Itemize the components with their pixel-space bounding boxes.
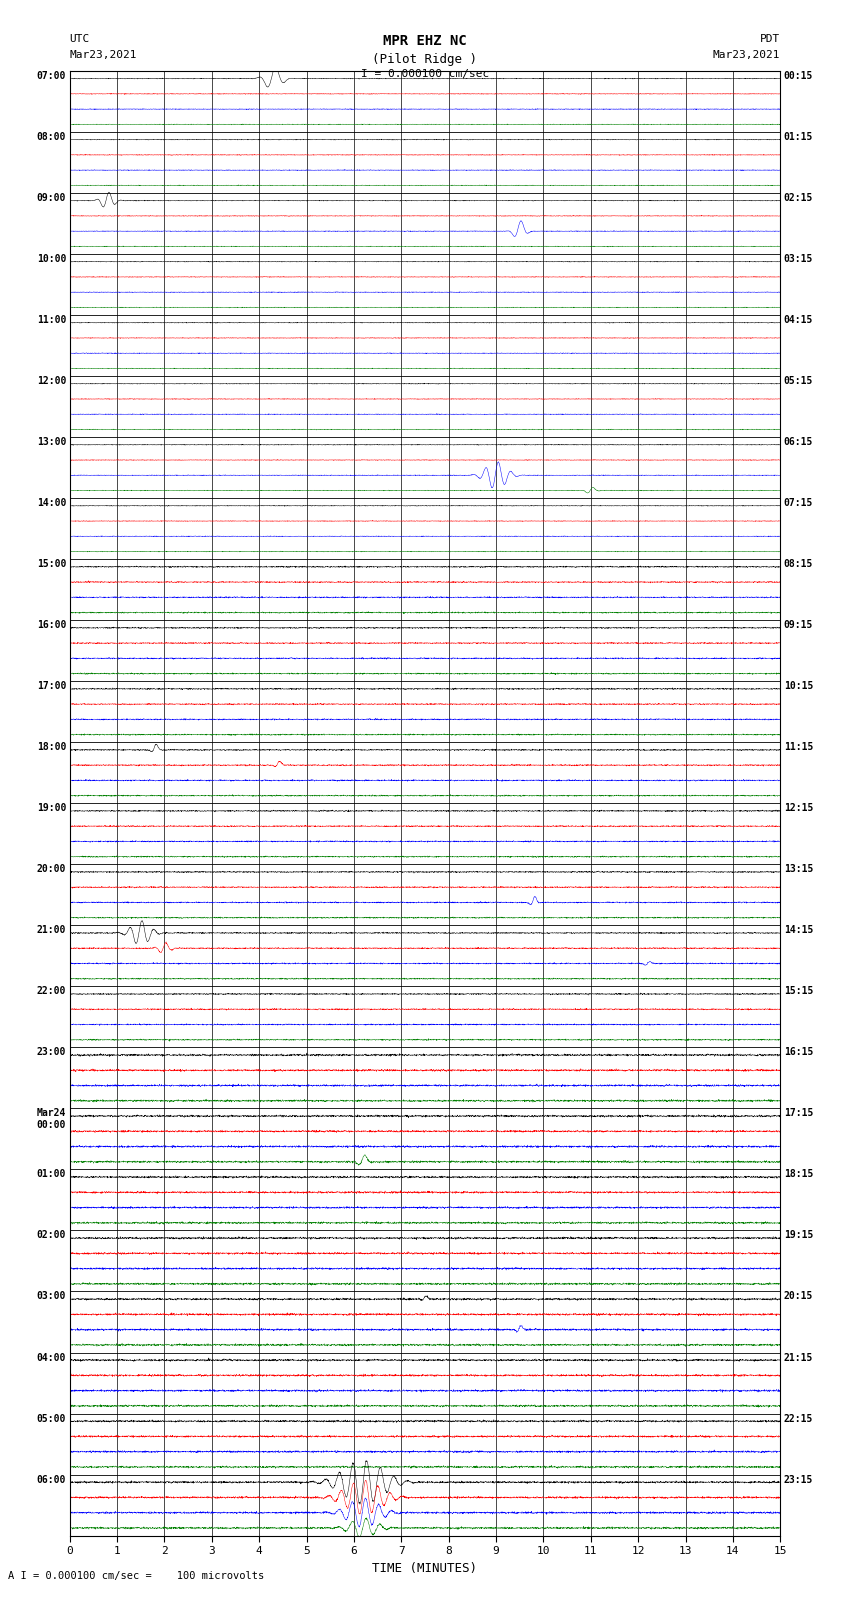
Text: 06:00: 06:00	[37, 1474, 66, 1484]
Text: 03:15: 03:15	[784, 253, 813, 265]
Text: 14:15: 14:15	[784, 926, 813, 936]
Text: 08:15: 08:15	[784, 560, 813, 569]
Text: 11:00: 11:00	[37, 315, 66, 326]
Text: A I = 0.000100 cm/sec =    100 microvolts: A I = 0.000100 cm/sec = 100 microvolts	[8, 1571, 264, 1581]
Text: 23:00: 23:00	[37, 1047, 66, 1058]
Text: 05:00: 05:00	[37, 1413, 66, 1424]
Text: 05:15: 05:15	[784, 376, 813, 386]
Text: 15:00: 15:00	[37, 560, 66, 569]
Text: 07:00: 07:00	[37, 71, 66, 81]
Text: 18:00: 18:00	[37, 742, 66, 752]
Text: 12:15: 12:15	[784, 803, 813, 813]
Text: 16:15: 16:15	[784, 1047, 813, 1058]
Text: 09:15: 09:15	[784, 621, 813, 631]
Text: 02:15: 02:15	[784, 194, 813, 203]
Text: 01:15: 01:15	[784, 132, 813, 142]
Text: 19:00: 19:00	[37, 803, 66, 813]
Text: UTC: UTC	[70, 34, 90, 44]
Text: 06:15: 06:15	[784, 437, 813, 447]
Text: 04:15: 04:15	[784, 315, 813, 326]
Text: 20:00: 20:00	[37, 865, 66, 874]
Text: (Pilot Ridge ): (Pilot Ridge )	[372, 53, 478, 66]
Text: 13:00: 13:00	[37, 437, 66, 447]
Text: 10:00: 10:00	[37, 253, 66, 265]
Text: 17:15: 17:15	[784, 1108, 813, 1118]
Text: 17:00: 17:00	[37, 681, 66, 692]
Text: Mar23,2021: Mar23,2021	[713, 50, 780, 60]
Text: 01:00: 01:00	[37, 1169, 66, 1179]
Text: 14:00: 14:00	[37, 498, 66, 508]
Text: 00:15: 00:15	[784, 71, 813, 81]
Text: 08:00: 08:00	[37, 132, 66, 142]
Text: 07:15: 07:15	[784, 498, 813, 508]
Text: 21:15: 21:15	[784, 1352, 813, 1363]
Text: 11:15: 11:15	[784, 742, 813, 752]
Text: MPR EHZ NC: MPR EHZ NC	[383, 34, 467, 48]
Text: 10:15: 10:15	[784, 681, 813, 692]
Text: 12:00: 12:00	[37, 376, 66, 386]
Text: 22:00: 22:00	[37, 987, 66, 997]
Text: 15:15: 15:15	[784, 987, 813, 997]
Text: PDT: PDT	[760, 34, 780, 44]
Text: 22:15: 22:15	[784, 1413, 813, 1424]
Text: 20:15: 20:15	[784, 1292, 813, 1302]
Text: 09:00: 09:00	[37, 194, 66, 203]
Text: 18:15: 18:15	[784, 1169, 813, 1179]
Text: 21:00: 21:00	[37, 926, 66, 936]
Text: 03:00: 03:00	[37, 1292, 66, 1302]
Text: Mar23,2021: Mar23,2021	[70, 50, 137, 60]
Text: I = 0.000100 cm/sec: I = 0.000100 cm/sec	[361, 69, 489, 79]
Text: 19:15: 19:15	[784, 1231, 813, 1240]
Text: 23:15: 23:15	[784, 1474, 813, 1484]
Text: Mar24
00:00: Mar24 00:00	[37, 1108, 66, 1131]
Text: 04:00: 04:00	[37, 1352, 66, 1363]
Text: 13:15: 13:15	[784, 865, 813, 874]
Text: 02:00: 02:00	[37, 1231, 66, 1240]
Text: 16:00: 16:00	[37, 621, 66, 631]
X-axis label: TIME (MINUTES): TIME (MINUTES)	[372, 1561, 478, 1574]
